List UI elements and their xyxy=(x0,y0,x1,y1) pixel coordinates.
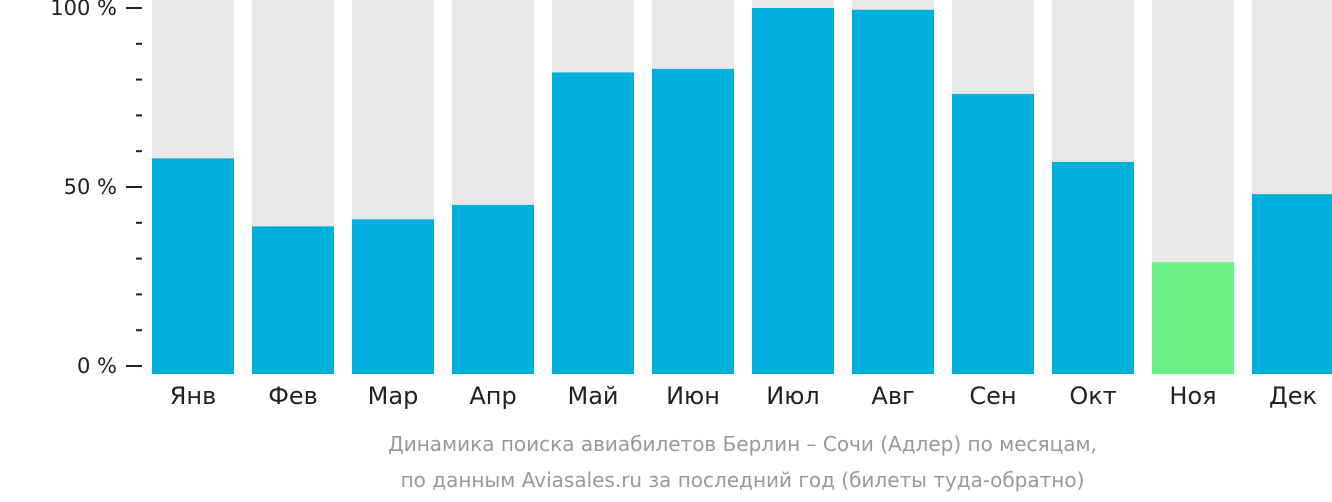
bar-chart: 100 % 50 % 0 % Янв Фев Мар Апр Май Июн Июл Авг Сен… xyxy=(50,0,1332,410)
x-axis-labels: Янв Фев Мар Апр Май Июн Июл Авг Сен Окт Ноя Дек xyxy=(170,382,1317,410)
y-tick-label: 50 % xyxy=(64,175,117,199)
x-tick-label: Мар xyxy=(368,382,419,410)
x-tick-label: Апр xyxy=(469,382,516,410)
x-tick-label: Окт xyxy=(1069,382,1116,410)
bar xyxy=(552,72,634,374)
x-tick-label: Сен xyxy=(969,382,1016,410)
bar xyxy=(352,219,434,374)
bar xyxy=(952,93,1034,375)
data-bars xyxy=(152,8,1332,375)
bar xyxy=(1252,194,1332,374)
x-tick-label: Янв xyxy=(170,382,217,410)
bar xyxy=(1052,161,1134,374)
x-tick-label: Июн xyxy=(666,382,720,410)
bar xyxy=(752,8,834,374)
bar xyxy=(452,204,534,374)
x-tick-label: Фев xyxy=(268,382,318,410)
bar-highlighted xyxy=(1152,262,1234,374)
y-axis: 100 % 50 % 0 % xyxy=(50,0,142,378)
y-tick-label: 0 % xyxy=(77,354,117,378)
chart-caption-line-2: по данным Aviasales.ru за последний год … xyxy=(400,468,1085,492)
x-tick-label: Ноя xyxy=(1169,382,1216,410)
bar xyxy=(652,68,734,375)
bar xyxy=(852,9,934,374)
x-tick-label: Июл xyxy=(766,382,820,410)
x-tick-label: Май xyxy=(567,382,618,410)
bar xyxy=(252,226,334,374)
x-tick-label: Дек xyxy=(1269,382,1317,410)
x-tick-label: Авг xyxy=(871,382,914,410)
y-tick-label: 100 % xyxy=(50,0,117,20)
chart-caption-line-1: Динамика поиска авиабилетов Берлин – Соч… xyxy=(388,432,1097,456)
bar xyxy=(152,158,234,374)
